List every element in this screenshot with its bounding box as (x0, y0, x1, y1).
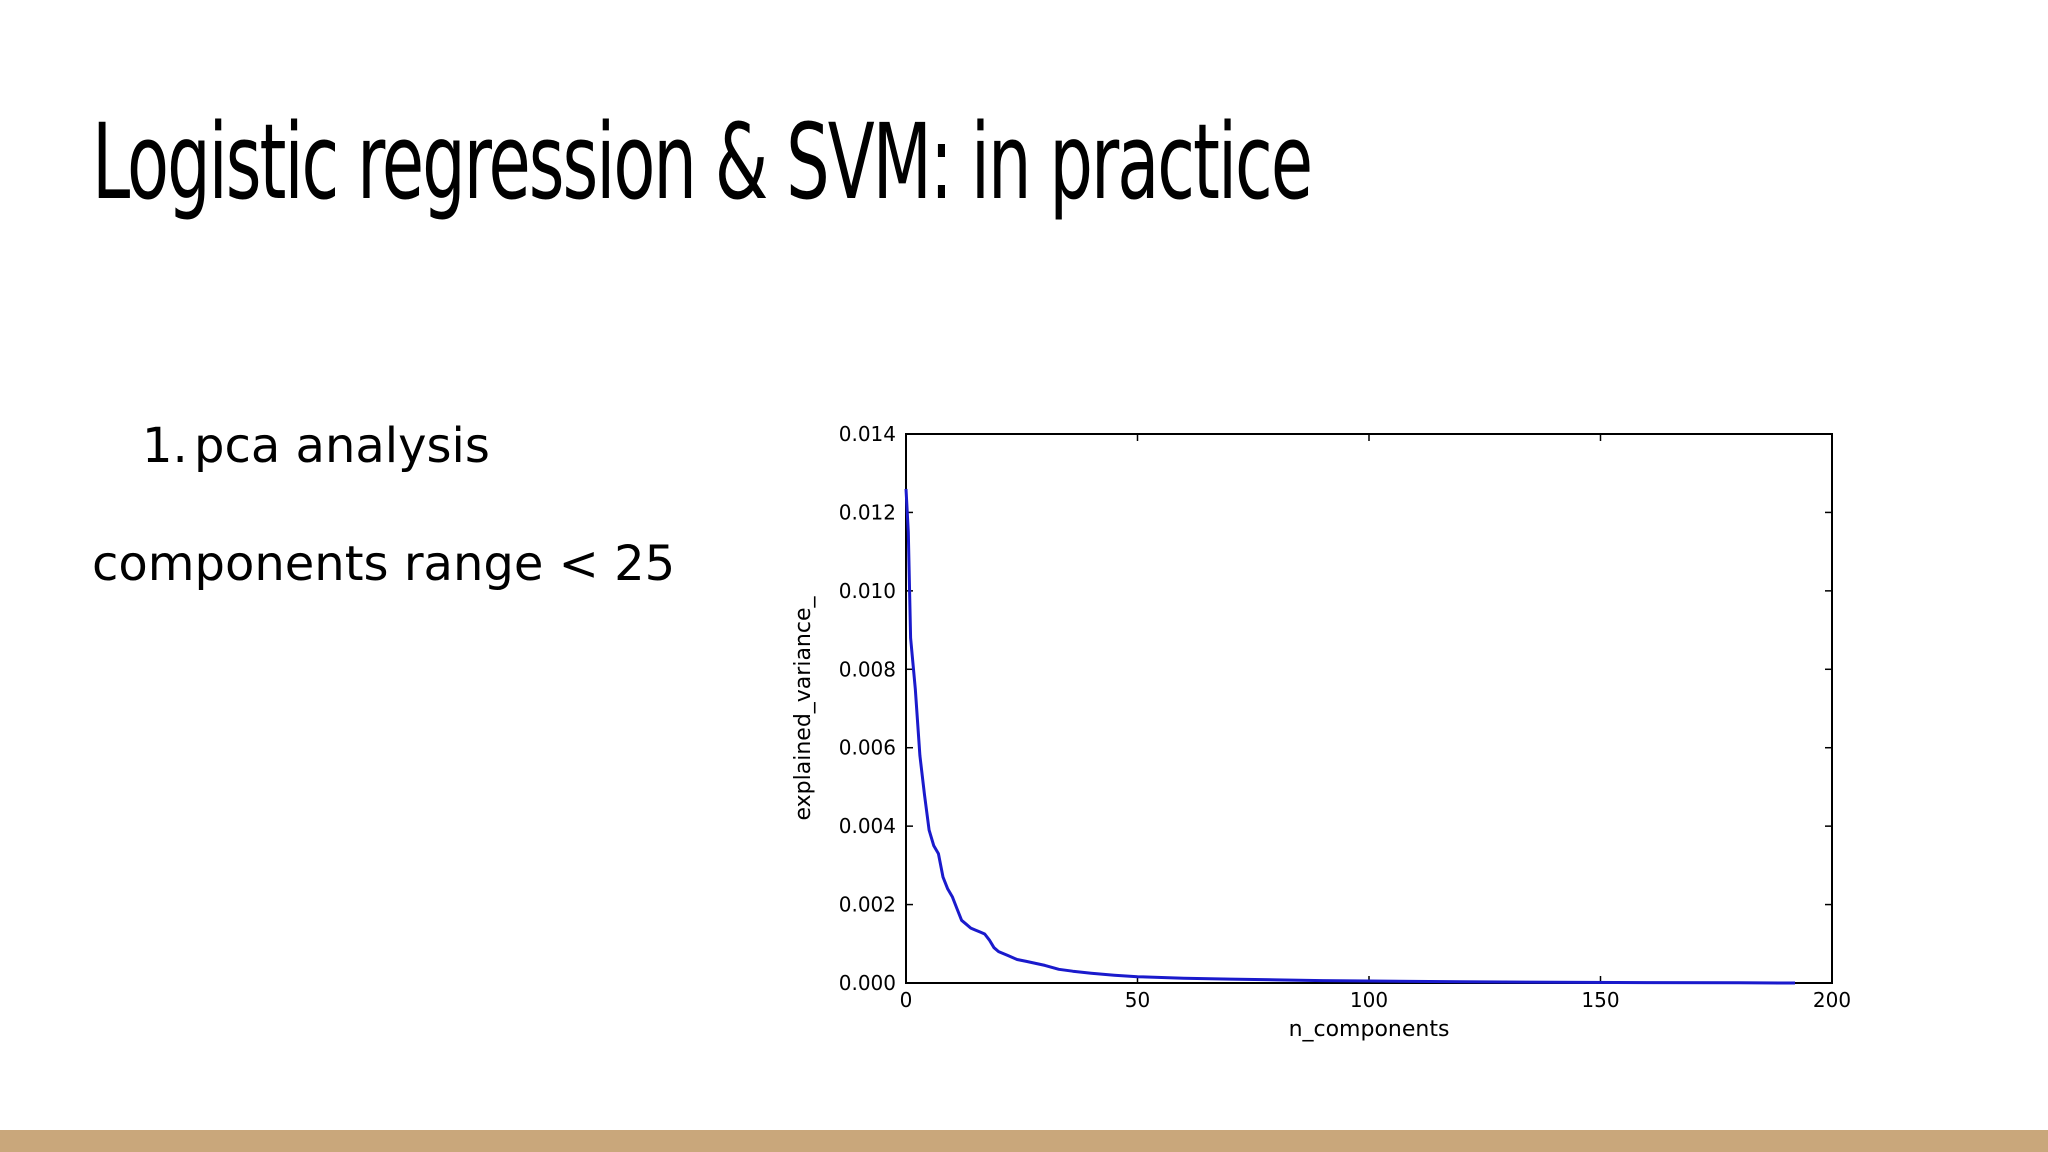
y-tick-label: 0.004 (839, 814, 896, 838)
footer-bar (0, 1130, 2048, 1152)
y-tick-label: 0.010 (839, 579, 896, 603)
x-tick-label: 150 (1581, 988, 1619, 1012)
y-tick-label: 0.000 (839, 971, 896, 995)
body-text: components range < 25 (92, 536, 676, 592)
x-tick-label: 100 (1350, 988, 1388, 1012)
y-tick-label: 0.002 (839, 893, 896, 917)
plot-frame (905, 433, 1833, 984)
y-axis-label: explained_variance_ (791, 596, 816, 821)
y-tick-label: 0.008 (839, 657, 896, 681)
x-tick-label: 50 (1125, 988, 1150, 1012)
y-tick-label: 0.012 (839, 500, 896, 524)
list-item-text: pca analysis (194, 418, 490, 474)
x-axis-label: n_components (1289, 1017, 1450, 1042)
series-line (904, 488, 1796, 985)
x-tick-label: 0 (900, 988, 913, 1012)
list-item-number: 1. (142, 418, 188, 474)
y-tick-label: 0.006 (839, 736, 896, 760)
slide-title: Logistic regression & SVM: in practice (92, 101, 1313, 223)
list-item: 1. pca analysis (142, 416, 490, 476)
y-tick-label: 0.014 (839, 422, 896, 446)
x-tick-label: 200 (1813, 988, 1851, 1012)
